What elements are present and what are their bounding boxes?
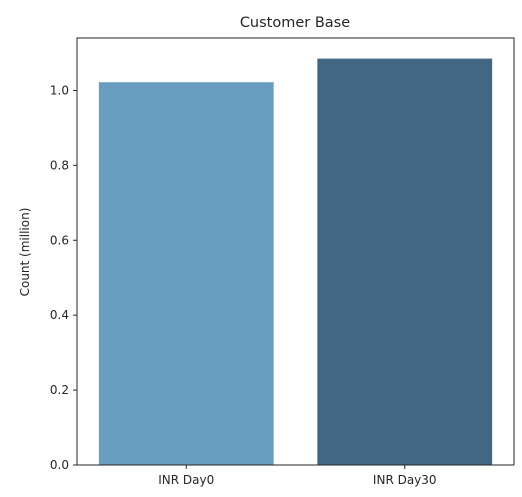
chart-title: Customer Base xyxy=(240,15,350,31)
bar-inr-day0 xyxy=(98,82,274,465)
axes-frame xyxy=(76,37,515,466)
bar-inr-day30 xyxy=(317,58,493,465)
y-tick-label: 0.0 xyxy=(50,458,69,472)
y-tick-label: 0.6 xyxy=(50,233,69,247)
y-tick-label: 0.2 xyxy=(50,383,69,397)
x-tick-label: INR Day0 xyxy=(158,473,214,487)
x-tick-label: INR Day30 xyxy=(373,473,437,487)
bars-group xyxy=(98,58,493,465)
y-tick-label: 0.8 xyxy=(50,158,69,172)
y-tick-label: 0.4 xyxy=(50,308,69,322)
x-axis-ticks: INR Day0 INR Day30 xyxy=(158,465,437,487)
y-axis-ticks: 0.0 0.2 0.4 0.6 0.8 1.0 xyxy=(50,83,77,472)
y-tick-label: 1.0 xyxy=(50,83,69,97)
y-axis-label: Count (million) xyxy=(18,208,32,297)
